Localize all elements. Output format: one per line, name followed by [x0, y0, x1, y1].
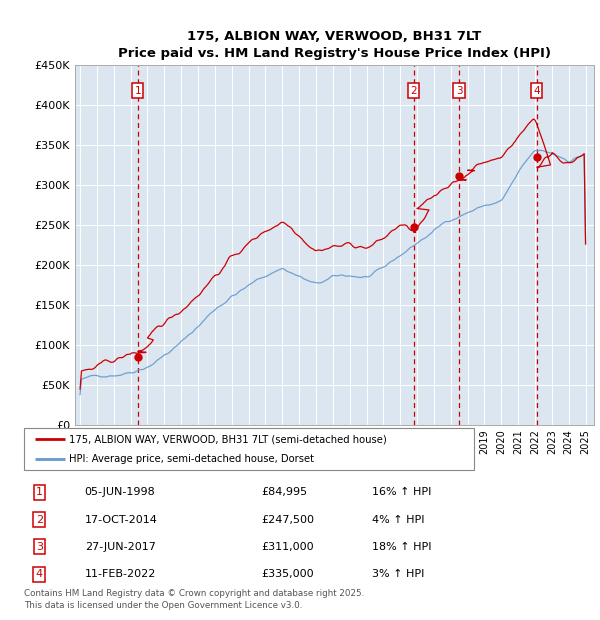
- Text: HPI: Average price, semi-detached house, Dorset: HPI: Average price, semi-detached house,…: [69, 454, 314, 464]
- Text: 3: 3: [456, 86, 463, 95]
- Text: 17-OCT-2014: 17-OCT-2014: [85, 515, 158, 525]
- Text: £335,000: £335,000: [262, 569, 314, 579]
- Text: £84,995: £84,995: [262, 487, 307, 497]
- Text: £247,500: £247,500: [262, 515, 314, 525]
- Text: 3% ↑ HPI: 3% ↑ HPI: [372, 569, 424, 579]
- Text: 1: 1: [134, 86, 141, 95]
- Text: 11-FEB-2022: 11-FEB-2022: [85, 569, 156, 579]
- Text: 2: 2: [36, 515, 43, 525]
- Text: 18% ↑ HPI: 18% ↑ HPI: [372, 542, 431, 552]
- Text: 27-JUN-2017: 27-JUN-2017: [85, 542, 155, 552]
- Text: 2: 2: [410, 86, 417, 95]
- Text: 16% ↑ HPI: 16% ↑ HPI: [372, 487, 431, 497]
- Text: 1: 1: [36, 487, 43, 497]
- Text: 4% ↑ HPI: 4% ↑ HPI: [372, 515, 424, 525]
- Text: 4: 4: [36, 569, 43, 579]
- Text: 3: 3: [36, 542, 43, 552]
- Text: 175, ALBION WAY, VERWOOD, BH31 7LT (semi-detached house): 175, ALBION WAY, VERWOOD, BH31 7LT (semi…: [69, 434, 387, 444]
- Text: 4: 4: [533, 86, 540, 95]
- Text: 05-JUN-1998: 05-JUN-1998: [85, 487, 155, 497]
- FancyBboxPatch shape: [24, 428, 474, 470]
- Text: Contains HM Land Registry data © Crown copyright and database right 2025.
This d: Contains HM Land Registry data © Crown c…: [24, 589, 364, 611]
- Text: £311,000: £311,000: [262, 542, 314, 552]
- Title: 175, ALBION WAY, VERWOOD, BH31 7LT
Price paid vs. HM Land Registry's House Price: 175, ALBION WAY, VERWOOD, BH31 7LT Price…: [118, 30, 551, 60]
